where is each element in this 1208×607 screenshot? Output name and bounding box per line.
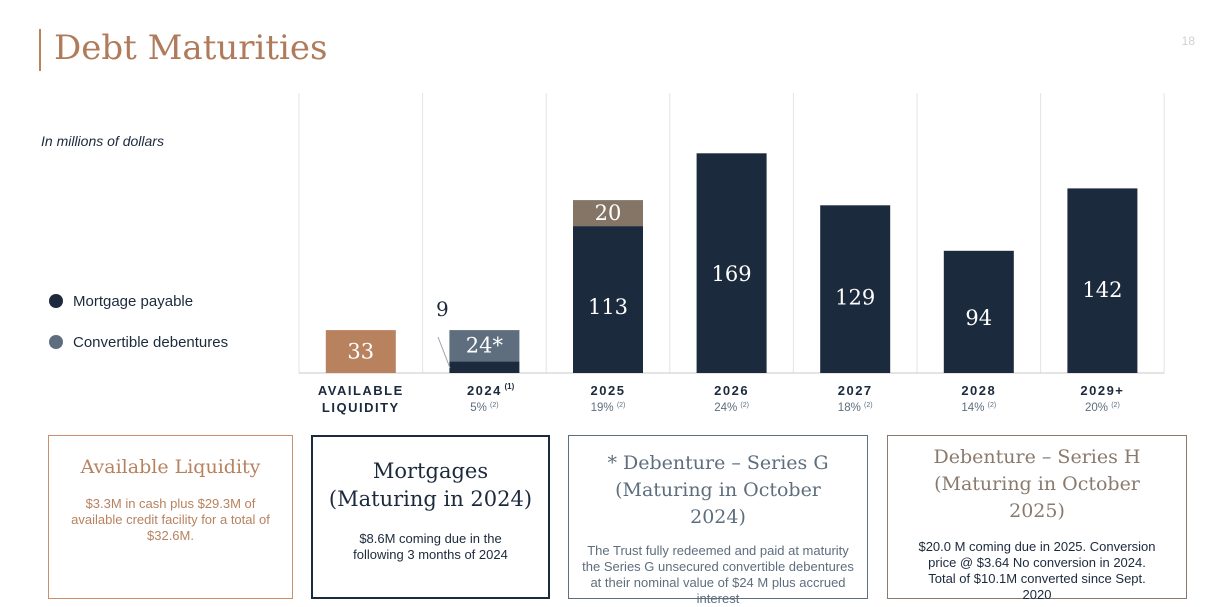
tick-label: 2029+ <box>1080 383 1124 398</box>
title-accent-bar <box>39 29 41 71</box>
percent-label: 18% (2) <box>838 402 873 414</box>
legend-item-debentures: Convertible debentures <box>49 332 228 352</box>
legend-label-debentures: Convertible debentures <box>73 333 229 351</box>
card-available-liquidity-title: Available Liquidity <box>80 456 261 478</box>
data-label: 24* <box>466 334 504 358</box>
card-debenture-series-h: Debenture – Series H (Maturing in Octobe… <box>887 435 1187 602</box>
card-mortgages: Mortgages (Maturing in 2024) $8.6M comin… <box>311 435 550 599</box>
tick-label: 2024 <box>467 383 502 398</box>
legend-item-mortgage: Mortgage payable <box>49 291 228 311</box>
data-label: 142 <box>1082 278 1122 302</box>
debt-maturities-chart: 33 AVAILABLE LIQUIDITY 9 24* 2024 (1) 5% (2) 113… <box>298 93 1165 415</box>
page-title: Debt Maturities <box>54 28 328 68</box>
legend-dot-debentures <box>49 335 63 349</box>
tick-label: 2025 <box>591 383 626 398</box>
card-available-liquidity: Available Liquidity $3.3M in cash plus $… <box>48 435 293 599</box>
card-debenture-series-g-title: * Debenture – Series G (Maturing in Octo… <box>607 452 829 528</box>
data-label: 113 <box>588 295 628 319</box>
bar-convertible-debentures-2 <box>573 200 643 227</box>
bar-mortgage-payable-5 <box>943 250 1014 373</box>
unit-label: In millions of dollars <box>41 133 164 149</box>
data-label: 169 <box>712 262 752 286</box>
legend-label-mortgage: Mortgage payable <box>73 292 194 310</box>
data-label: 9 <box>436 297 449 321</box>
tick-label: 2028 <box>961 383 996 398</box>
bar-mortgage-payable-3 <box>696 153 767 373</box>
bar-convertible-debentures-1 <box>449 330 520 362</box>
card-debenture-series-h-title: Debenture – Series H (Maturing in Octobe… <box>933 446 1141 522</box>
card-available-liquidity-body: $3.3M in cash plus $29.3M of available c… <box>71 496 270 543</box>
data-label: 94 <box>965 306 992 330</box>
bar-available-liquidity-0 <box>325 330 396 373</box>
chart-legend: Mortgage payable Convertible debentures <box>49 291 228 373</box>
bar-mortgage-payable-2 <box>573 226 643 373</box>
card-mortgages-title: Mortgages (Maturing in 2024) <box>328 459 533 511</box>
legend-dot-mortgage <box>49 294 63 308</box>
bar-mortgage-payable-4 <box>820 205 891 373</box>
data-label: 129 <box>835 286 875 310</box>
card-mortgages-body: $8.6M coming due in the following 3 mont… <box>353 531 508 562</box>
percent-label: 19% (2) <box>591 402 626 414</box>
leader-line <box>437 336 451 369</box>
tick-footnote: (1) <box>505 382 515 391</box>
tick-label: AVAILABLE <box>318 383 404 398</box>
bar-mortgage-payable-6 <box>1067 188 1138 373</box>
card-debenture-series-g-body: The Trust fully redeemed and paid at mat… <box>582 543 854 606</box>
data-label: 33 <box>347 340 374 364</box>
page-number: 18 <box>1181 34 1195 48</box>
card-debenture-series-g: * Debenture – Series G (Maturing in Octo… <box>568 435 868 606</box>
card-debenture-series-h-body: $20.0 M coming due in 2025. Conversion p… <box>918 539 1156 602</box>
data-label: 20 <box>595 201 622 225</box>
tick-label: 2026 <box>714 383 749 398</box>
tick-label: 2027 <box>838 383 873 398</box>
tick-label: LIQUIDITY <box>322 400 400 415</box>
percent-label: 20% (2) <box>1085 402 1120 414</box>
bar-mortgage-payable-1 <box>449 361 520 373</box>
percent-label: 5% (2) <box>470 402 498 414</box>
percent-label: 14% (2) <box>961 402 996 414</box>
percent-label: 24% (2) <box>714 402 749 414</box>
